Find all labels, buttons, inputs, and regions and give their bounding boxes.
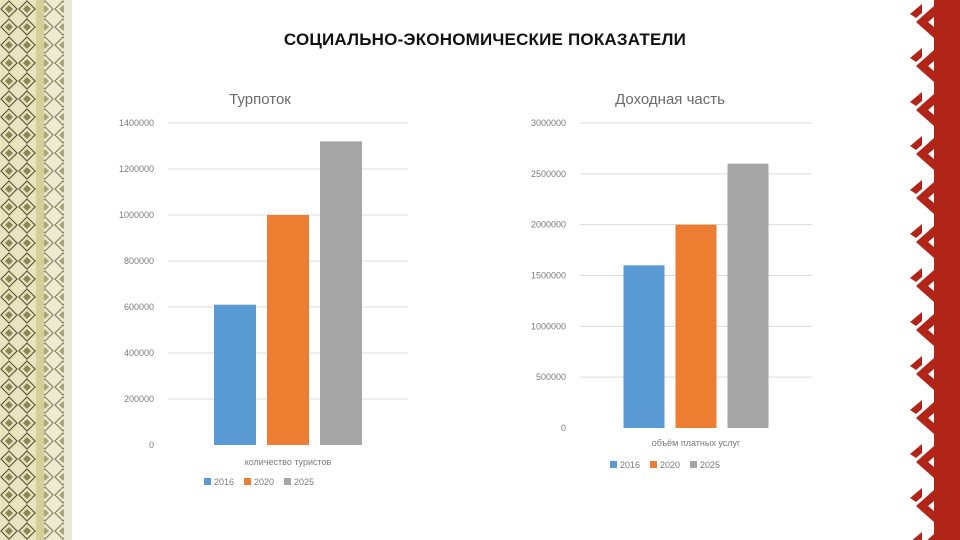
legend-label-2016: 2016 <box>620 460 640 470</box>
left-ornament-border <box>0 0 72 540</box>
legend-label-2020: 2020 <box>660 460 680 470</box>
legend-swatch-2016 <box>204 478 211 485</box>
legend-label-2016: 2016 <box>214 477 234 487</box>
legend-label-2025: 2025 <box>700 460 720 470</box>
bar-2025 <box>727 163 769 428</box>
x-category-label: количество туристов <box>245 457 332 467</box>
legend-swatch-2020 <box>244 478 251 485</box>
y-tick-label: 1400000 <box>119 118 154 128</box>
bar-2020 <box>267 215 309 445</box>
legend-swatch-2025 <box>284 478 291 485</box>
legend-label-2025: 2025 <box>294 477 314 487</box>
y-tick-label: 1500000 <box>531 271 566 281</box>
legend-swatch-2020 <box>650 461 657 468</box>
page-title: СОЦИАЛЬНО-ЭКОНОМИЧЕСКИЕ ПОКАЗАТЕЛИ <box>283 30 687 49</box>
x-category-label: объём платных услуг <box>652 438 741 448</box>
legend-label-2020: 2020 <box>254 477 274 487</box>
y-tick-label: 0 <box>149 440 154 450</box>
y-tick-label: 200000 <box>124 394 154 404</box>
y-tick-label: 1000000 <box>531 321 566 331</box>
y-tick-label: 0 <box>561 423 566 433</box>
y-tick-label: 3000000 <box>531 118 566 128</box>
chart-revenue: Доходная часть 0 500000 1000000 1500000 20000… <box>514 82 834 502</box>
y-tick-label: 1200000 <box>119 164 154 174</box>
bar-2016 <box>623 265 665 428</box>
y-tick-label: 2500000 <box>531 169 566 179</box>
bar-2016 <box>214 304 256 445</box>
right-ornament-border <box>900 0 960 540</box>
legend-swatch-2025 <box>690 461 697 468</box>
y-tick-label: 500000 <box>536 372 566 382</box>
bar-2025 <box>320 141 362 445</box>
y-tick-label: 2000000 <box>531 220 566 230</box>
y-tick-label: 400000 <box>124 348 154 358</box>
y-tick-label: 1000000 <box>119 210 154 220</box>
chart-revenue-svg: Доходная часть 0 500000 1000000 1500000 20000… <box>531 91 812 470</box>
y-tick-label: 800000 <box>124 256 154 266</box>
chart-title: Доходная часть <box>615 91 725 108</box>
chart-tourist-flow: Турпоток 0 200000 400000 600000 800000 1000000… <box>100 82 430 502</box>
y-tick-label: 600000 <box>124 302 154 312</box>
chart-title: Турпоток <box>229 91 291 108</box>
chart-tourist-flow-svg: Турпоток 0 200000 400000 600000 800000 1000000… <box>119 91 408 487</box>
bar-2020 <box>675 224 717 428</box>
legend-swatch-2016 <box>610 461 617 468</box>
